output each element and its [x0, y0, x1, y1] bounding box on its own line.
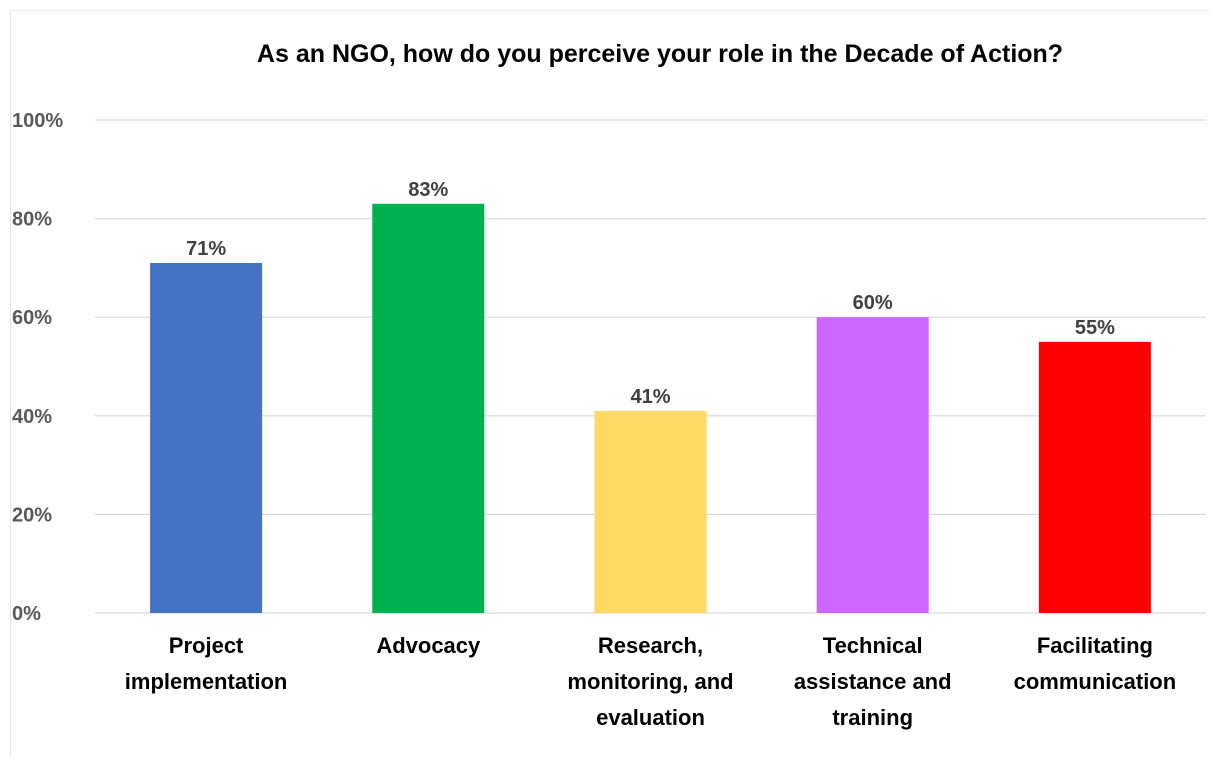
y-axis-ticks: 0% 20% 40% 60% 80% 100% [12, 110, 63, 625]
x-tick-label: Project implementation [125, 633, 288, 694]
bar [594, 410, 707, 613]
bar [150, 262, 263, 613]
x-tick-label: Technical assistance and training [794, 633, 952, 730]
y-tick-label: 20% [12, 504, 52, 526]
data-label: 55% [1075, 317, 1115, 339]
x-tick-label: Facilitating communication [1014, 633, 1177, 694]
bar [1038, 341, 1151, 613]
x-tick-label: Research, monitoring, and evaluation [567, 633, 733, 730]
y-tick-label: 0% [12, 603, 41, 625]
bar [372, 203, 485, 613]
data-label: 83% [408, 179, 448, 201]
data-label: 71% [186, 238, 226, 260]
y-tick-label: 40% [12, 406, 52, 428]
data-labels: 71% 83% 41% 60% 55% [186, 179, 1115, 408]
data-label: 60% [853, 292, 893, 314]
chart-title: As an NGO, how do you perceive your role… [257, 40, 1063, 68]
x-axis-labels: Project implementation Advocacy Research, mo… [125, 633, 1176, 730]
data-label: 41% [630, 386, 670, 408]
y-tick-label: 100% [12, 110, 63, 132]
y-tick-label: 80% [12, 209, 52, 231]
chart-frame [10, 10, 1209, 757]
bar [816, 317, 929, 613]
bars [150, 203, 1151, 613]
y-tick-label: 60% [12, 307, 52, 329]
x-tick-label: Advocacy [376, 633, 481, 658]
